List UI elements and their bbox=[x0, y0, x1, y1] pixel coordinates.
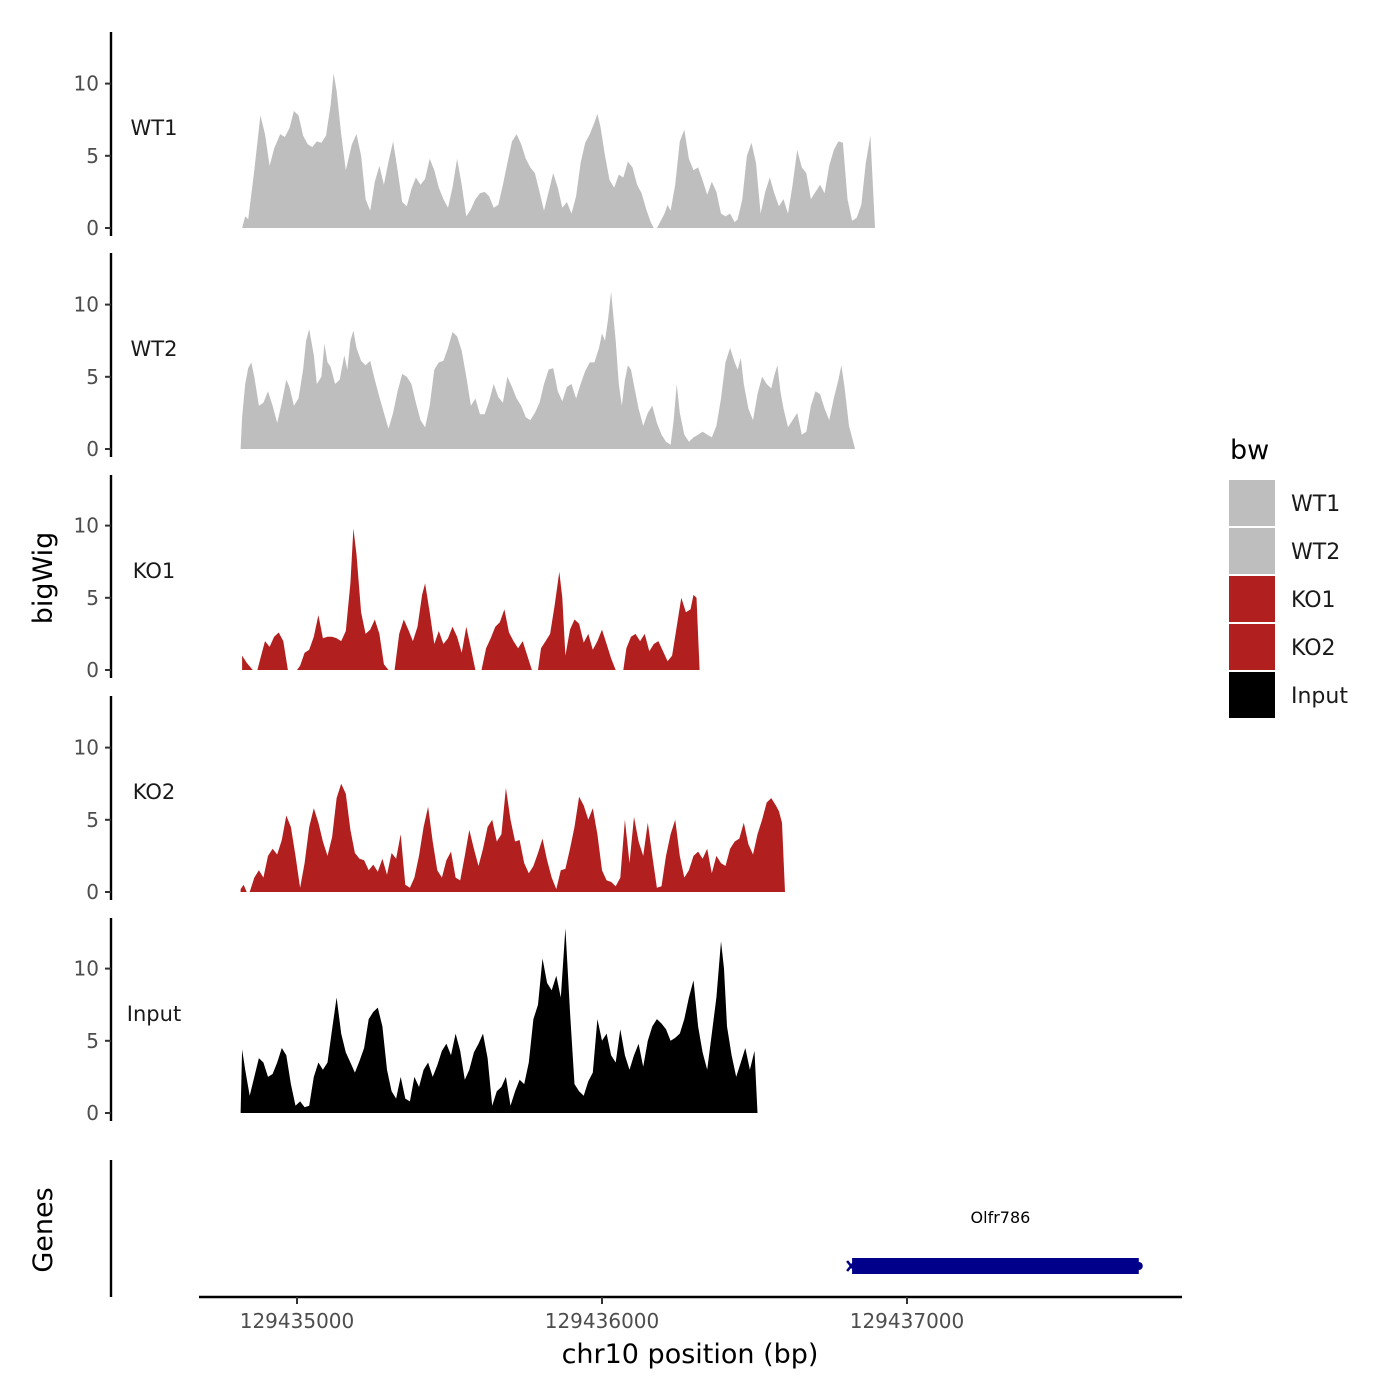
y-tick-label: 10 bbox=[74, 957, 99, 981]
gene-body bbox=[852, 1258, 1139, 1274]
y-tick-label: 10 bbox=[74, 736, 99, 760]
y-axis-title-bigwig: bigWig bbox=[28, 532, 59, 625]
y-tick-label: 5 bbox=[86, 144, 99, 168]
signal-area-input bbox=[240, 928, 758, 1113]
signal-area-ko2 bbox=[240, 783, 786, 892]
legend-swatch bbox=[1229, 480, 1275, 526]
x-tick-label: 129437000 bbox=[850, 1309, 965, 1333]
legend-swatch bbox=[1229, 624, 1275, 670]
legend-title: bw bbox=[1230, 435, 1269, 466]
track-ko1: 0 5 10 KO1 bbox=[74, 475, 700, 682]
legend-label: WT2 bbox=[1291, 540, 1340, 565]
signal-area-ko1 bbox=[242, 528, 700, 670]
y-tick-label: 0 bbox=[86, 437, 99, 461]
legend-item-wt2: WT2 bbox=[1229, 528, 1340, 574]
track-input: 0 5 10 Input bbox=[74, 918, 758, 1125]
signal-area-wt2 bbox=[240, 291, 856, 449]
legend-item-ko2: KO2 bbox=[1229, 624, 1336, 670]
y-tick-label: 5 bbox=[86, 365, 99, 389]
track-ko2: 0 5 10 KO2 bbox=[74, 696, 786, 904]
y-tick-label: 10 bbox=[74, 514, 99, 538]
legend-label: KO2 bbox=[1291, 636, 1336, 661]
y-tick-label: 5 bbox=[86, 808, 99, 832]
y-axis-title-genes: Genes bbox=[28, 1187, 59, 1272]
y-tick-label: 10 bbox=[74, 293, 99, 317]
y-tick-label: 5 bbox=[86, 586, 99, 610]
gene-label: Olfr786 bbox=[971, 1208, 1031, 1227]
x-tick-label: 129435000 bbox=[240, 1309, 355, 1333]
track-wt2: 0 5 10 WT2 bbox=[74, 253, 856, 461]
track-label-ko1: KO1 bbox=[133, 559, 176, 583]
legend-item-input: Input bbox=[1229, 672, 1348, 718]
y-tick-label: 0 bbox=[86, 880, 99, 904]
gene-olfr786: Olfr786 bbox=[846, 1208, 1143, 1274]
legend-item-wt1: WT1 bbox=[1229, 480, 1340, 526]
y-tick-label: 0 bbox=[86, 1101, 99, 1125]
legend-swatch bbox=[1229, 672, 1275, 718]
genes-panel: Olfr786 bbox=[109, 1160, 1143, 1297]
legend-swatch bbox=[1229, 528, 1275, 574]
x-axis: 129435000 129436000 129437000 bbox=[199, 1295, 1182, 1333]
gene-end-marker bbox=[1134, 1262, 1143, 1270]
legend-label: KO1 bbox=[1291, 588, 1336, 613]
x-tick-label: 129436000 bbox=[545, 1309, 660, 1333]
track-label-wt1: WT1 bbox=[131, 116, 178, 140]
track-label-input: Input bbox=[127, 1002, 181, 1026]
signal-area-wt1 bbox=[242, 73, 876, 228]
legend-item-ko1: KO1 bbox=[1229, 576, 1336, 622]
legend-label: Input bbox=[1291, 684, 1348, 709]
legend: bw WT1 WT2 KO1 KO2 Input bbox=[1229, 435, 1348, 718]
x-axis-title: chr10 position (bp) bbox=[562, 1339, 819, 1370]
legend-label: WT1 bbox=[1291, 492, 1340, 517]
track-wt1: 0 5 10 WT1 bbox=[74, 32, 876, 240]
y-tick-label: 0 bbox=[86, 658, 99, 682]
gene-start-marker bbox=[846, 1260, 857, 1272]
track-label-wt2: WT2 bbox=[131, 337, 178, 361]
tracks-layer: 0 5 10 WT1 0 5 10 WT2 0 5 10 KO1 0 5 10 KO2 0 5 10 Input bbox=[74, 32, 876, 1125]
y-tick-label: 0 bbox=[86, 216, 99, 240]
track-label-ko2: KO2 bbox=[133, 780, 176, 804]
y-tick-label: 10 bbox=[74, 72, 99, 96]
legend-swatch bbox=[1229, 576, 1275, 622]
y-tick-label: 5 bbox=[86, 1029, 99, 1053]
